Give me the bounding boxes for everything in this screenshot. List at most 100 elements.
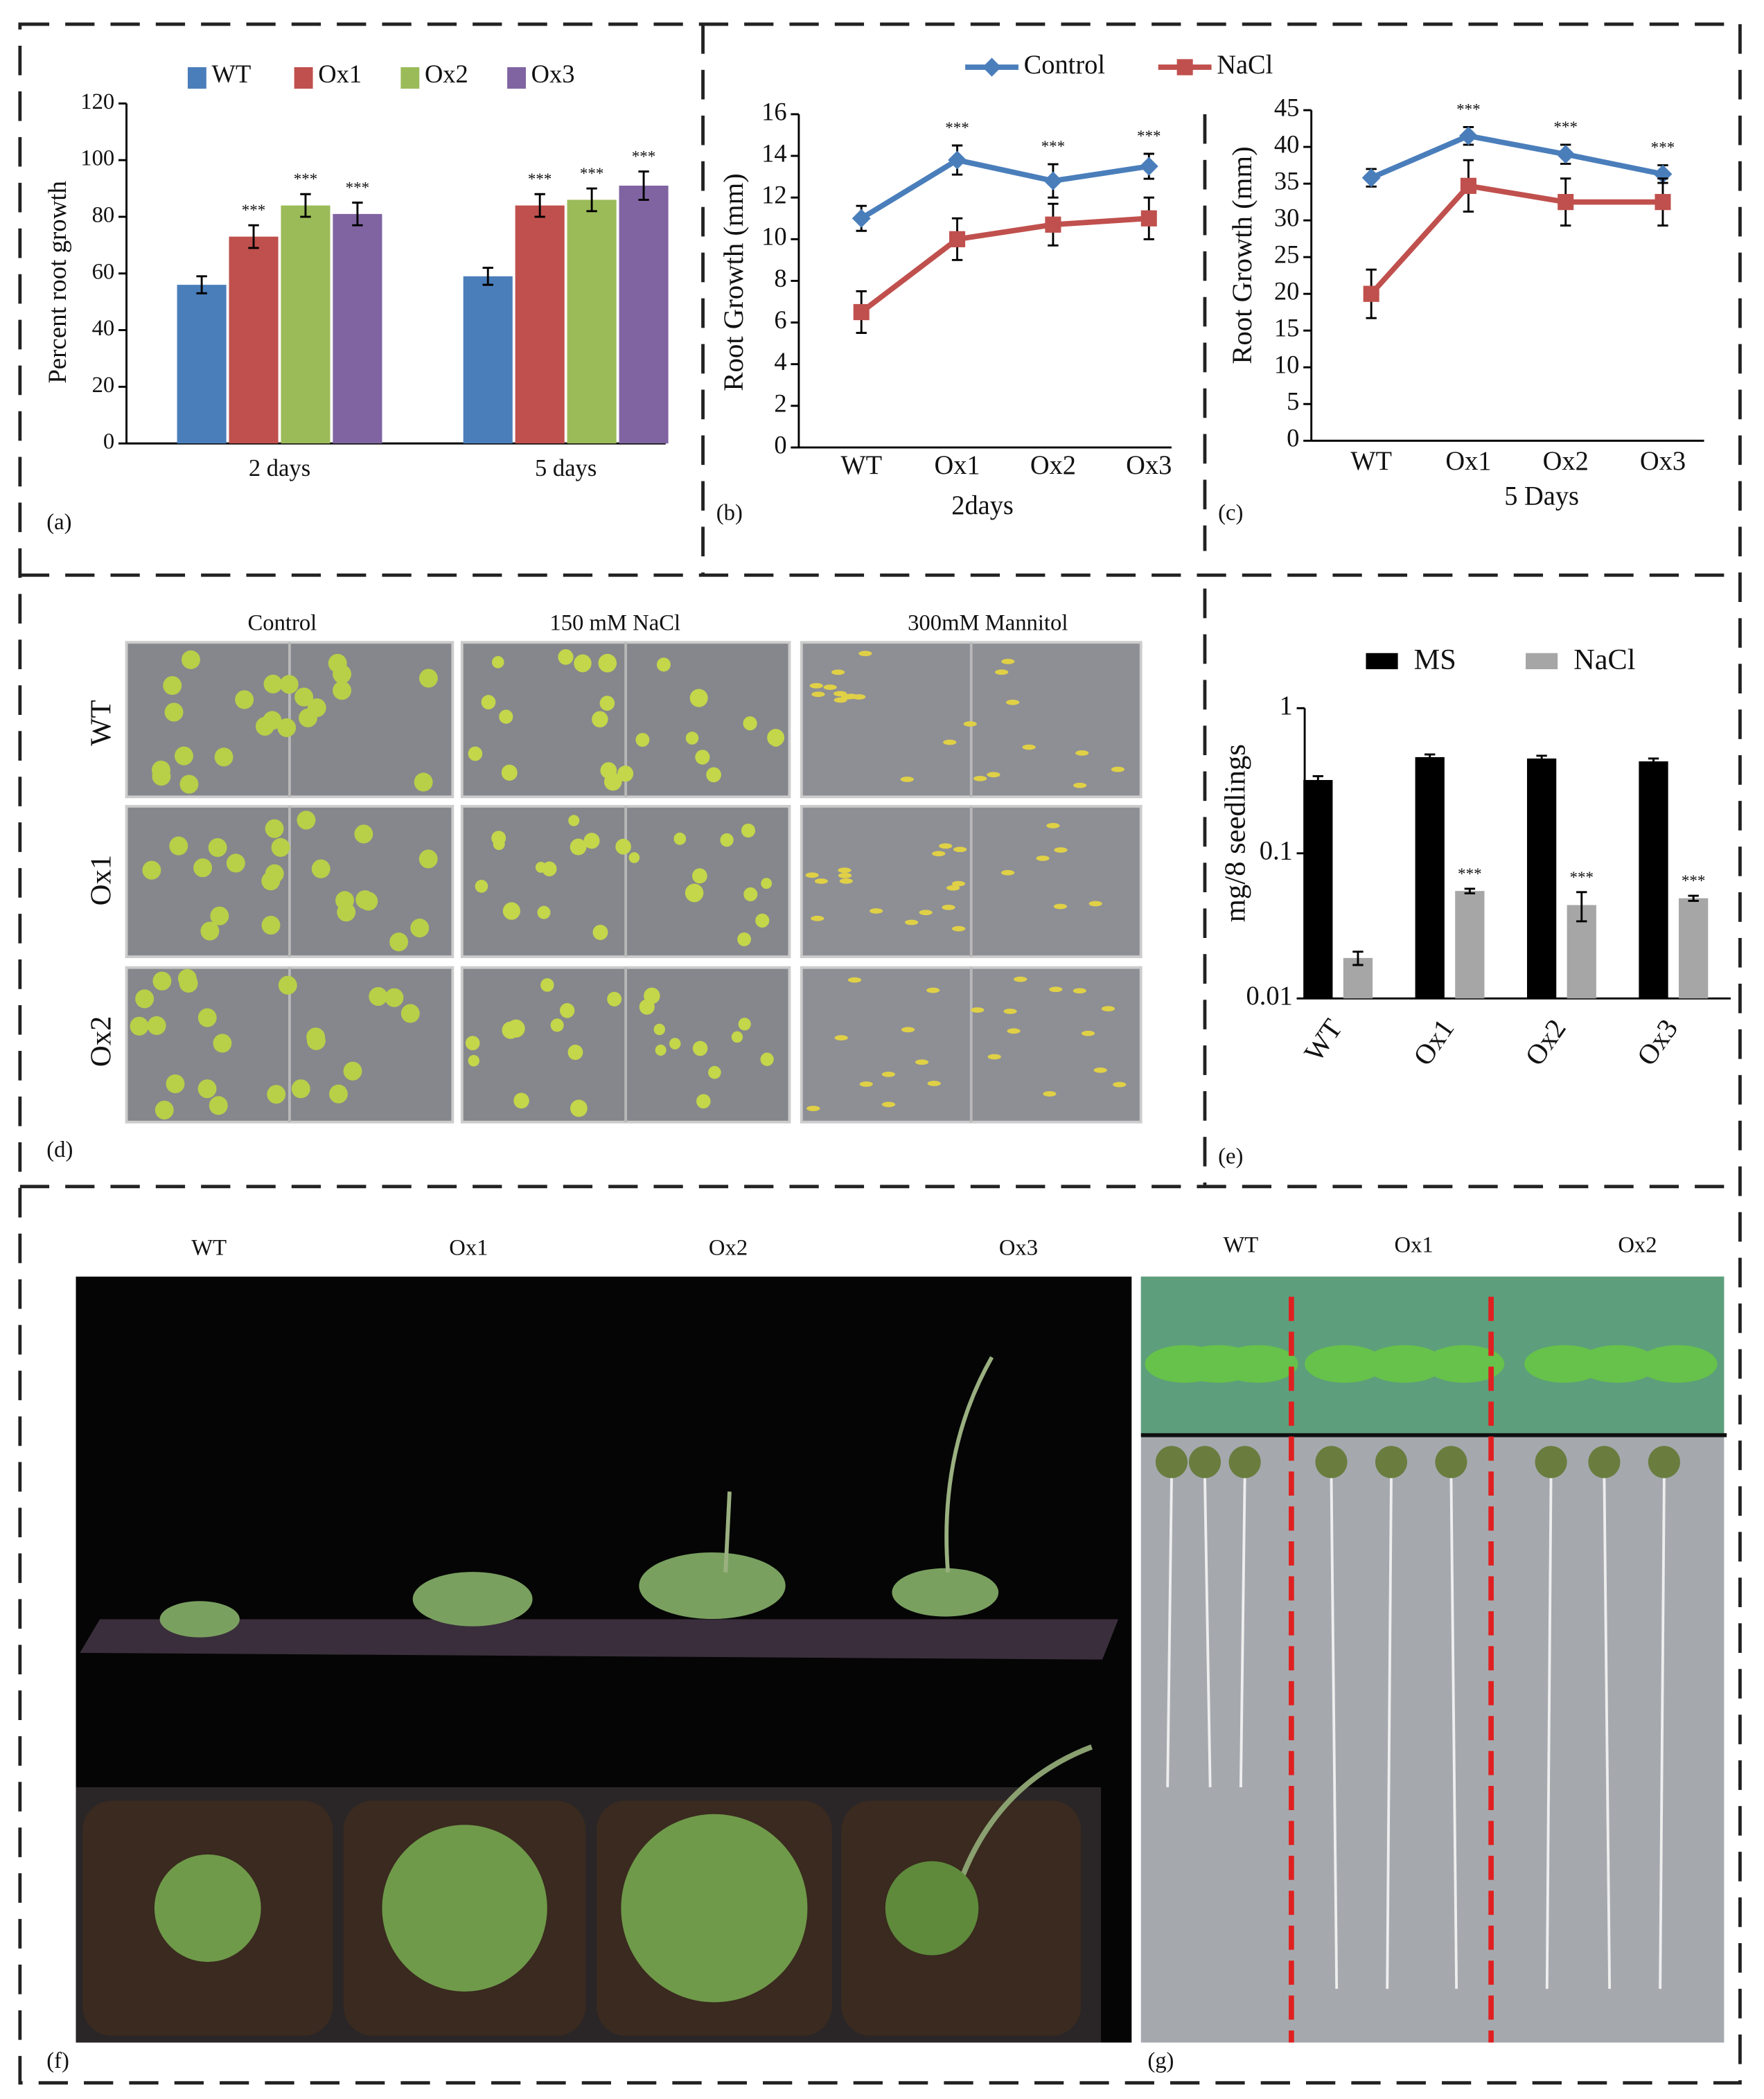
shoot [1425, 1345, 1505, 1383]
panel-label: (e) [1218, 1144, 1243, 1169]
x-tick-label: Ox2 [1519, 1013, 1572, 1071]
error-bar [1576, 891, 1587, 923]
seedling [385, 988, 404, 1007]
y-tick-label: 20 [92, 373, 115, 398]
seedling [410, 919, 430, 938]
significance: *** [294, 170, 318, 188]
root [1330, 1478, 1339, 1989]
genotype-label: Ox2 [1618, 1233, 1657, 1258]
seedling [592, 711, 608, 728]
legend-label: MS [1414, 644, 1456, 676]
legend-swatch [187, 67, 206, 89]
significance: *** [632, 148, 656, 166]
seedling [155, 1100, 174, 1119]
seedling [755, 913, 770, 928]
significance: *** [1041, 138, 1066, 156]
y-tick-label: 0 [774, 430, 786, 459]
bar [177, 285, 227, 444]
error-bar [482, 267, 493, 286]
panel-label: (c) [1218, 500, 1243, 525]
seedling [558, 649, 574, 665]
seedling [337, 903, 356, 922]
seedling [805, 872, 819, 878]
x-tick-label: Ox2 [1030, 451, 1076, 480]
seedling [738, 1018, 751, 1031]
seedling [163, 676, 182, 696]
x-tick-label: WT [840, 451, 882, 480]
column-label: Control [247, 610, 317, 635]
seedling [1081, 1030, 1095, 1036]
seedling [599, 696, 615, 711]
column-label: 150 mM NaCl [549, 610, 680, 635]
leaf [1228, 1446, 1261, 1478]
row-label: Ox1 [85, 855, 118, 905]
y-tick-label: 6 [774, 305, 786, 334]
seedling [858, 650, 872, 657]
seedling [1022, 744, 1036, 750]
seedling [213, 1034, 232, 1053]
root [1203, 1478, 1212, 1787]
leaf [1375, 1446, 1408, 1478]
plant [639, 1552, 786, 1619]
x-tick-label: Ox1 [934, 451, 980, 480]
leaf [1315, 1446, 1348, 1478]
seedling [147, 1016, 166, 1036]
seedling [142, 860, 161, 880]
error-bar [1312, 774, 1323, 786]
seedling [1043, 1091, 1057, 1097]
seedling [567, 1044, 583, 1061]
seedling [932, 851, 946, 857]
shoot [1637, 1345, 1718, 1383]
line [1370, 133, 1664, 181]
seedling [823, 684, 837, 690]
seedling [953, 847, 967, 853]
seedling [550, 1018, 564, 1032]
significance: *** [1458, 865, 1482, 883]
seedling [809, 682, 823, 689]
seedling [226, 853, 245, 873]
seedling [1036, 856, 1050, 861]
line [859, 215, 1149, 315]
seedling [135, 989, 155, 1009]
seedling [152, 971, 172, 991]
seedling [333, 681, 352, 700]
seedling [299, 708, 317, 727]
seedling [1001, 658, 1015, 664]
seedling [915, 1059, 929, 1065]
error-bar [1688, 894, 1699, 902]
seedling [343, 1061, 362, 1081]
seedling [492, 656, 504, 668]
leaf [1588, 1446, 1621, 1478]
seedling [615, 838, 631, 855]
seedling [130, 1016, 149, 1036]
seedling [291, 1079, 310, 1099]
seedling [329, 1084, 348, 1104]
seedling [900, 777, 914, 782]
rosette [885, 1861, 979, 1956]
y-tick-label: 1 [1280, 691, 1293, 720]
rosette [382, 1825, 547, 1992]
seedling [493, 838, 505, 851]
legend-label: Ox3 [531, 60, 575, 88]
y-tick-label: 10 [1274, 351, 1299, 379]
significance: *** [1651, 139, 1675, 157]
seedling [741, 823, 756, 838]
seedling [973, 775, 987, 781]
bar [1639, 761, 1668, 999]
seedling [841, 693, 855, 700]
bar [619, 185, 669, 444]
legend-swatch [400, 67, 420, 89]
panel-label: (a) [46, 510, 71, 535]
seedling [574, 654, 592, 673]
seedling [720, 833, 734, 847]
significance: *** [1456, 100, 1481, 118]
seedling [535, 862, 547, 873]
seedling [1006, 700, 1020, 705]
panel-label: (d) [46, 1137, 73, 1162]
rosette [154, 1854, 261, 1963]
y-tick-label: 0 [1287, 424, 1299, 452]
significance: *** [1553, 118, 1578, 136]
seedling [570, 1099, 588, 1117]
point [853, 303, 870, 321]
point [1043, 171, 1063, 191]
